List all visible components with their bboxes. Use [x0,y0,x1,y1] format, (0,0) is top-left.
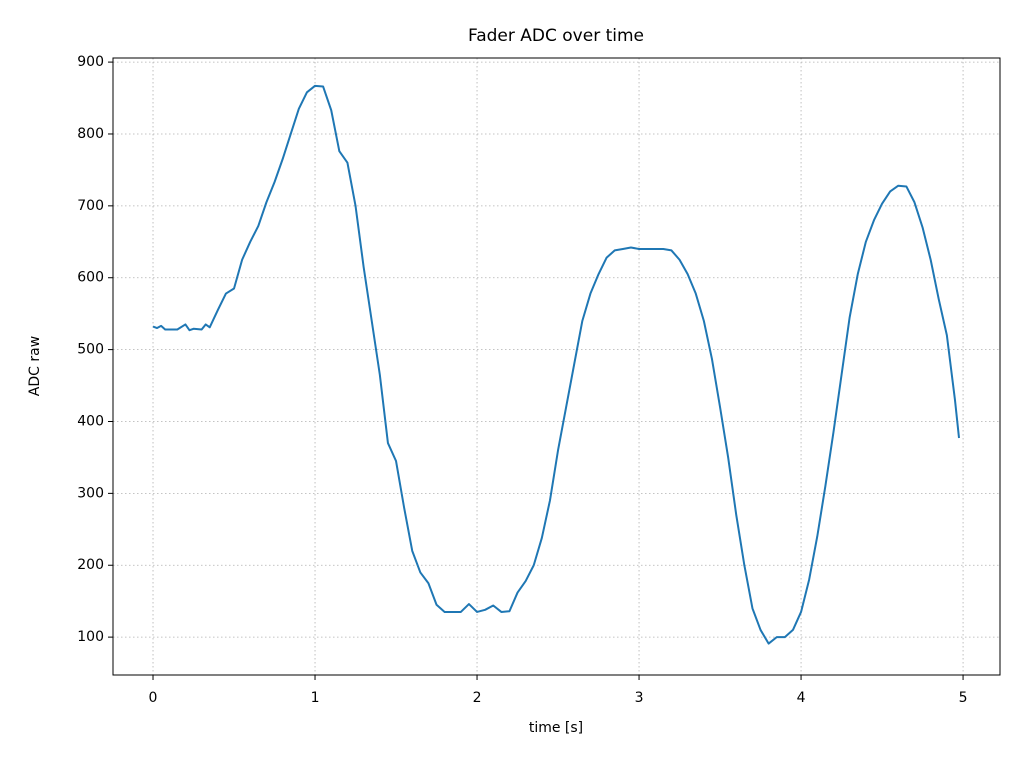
y-tick-label: 700 [77,198,104,214]
y-tick-label: 500 [77,342,104,358]
x-tick-label: 0 [149,690,158,706]
data-line [152,84,961,645]
y-tick-label: 200 [77,557,104,573]
y-tick-label: 600 [77,270,104,286]
y-tick-label: 800 [77,126,104,142]
y-tick-label: 900 [77,54,104,70]
x-tick-label: 5 [959,690,968,706]
x-tick-label: 2 [473,690,482,706]
y-axis-label: ADC raw [27,336,43,396]
y-tick-label: 400 [77,413,104,429]
x-axis-label: time [s] [529,720,583,736]
plot-frame [112,57,1001,676]
y-tick-label: 300 [77,485,104,501]
chart-title: Fader ADC over time [468,26,644,46]
x-tick-label: 1 [311,690,320,706]
x-tick-label: 3 [635,690,644,706]
y-tick-label: 100 [77,629,104,645]
x-tick-label: 4 [797,690,806,706]
